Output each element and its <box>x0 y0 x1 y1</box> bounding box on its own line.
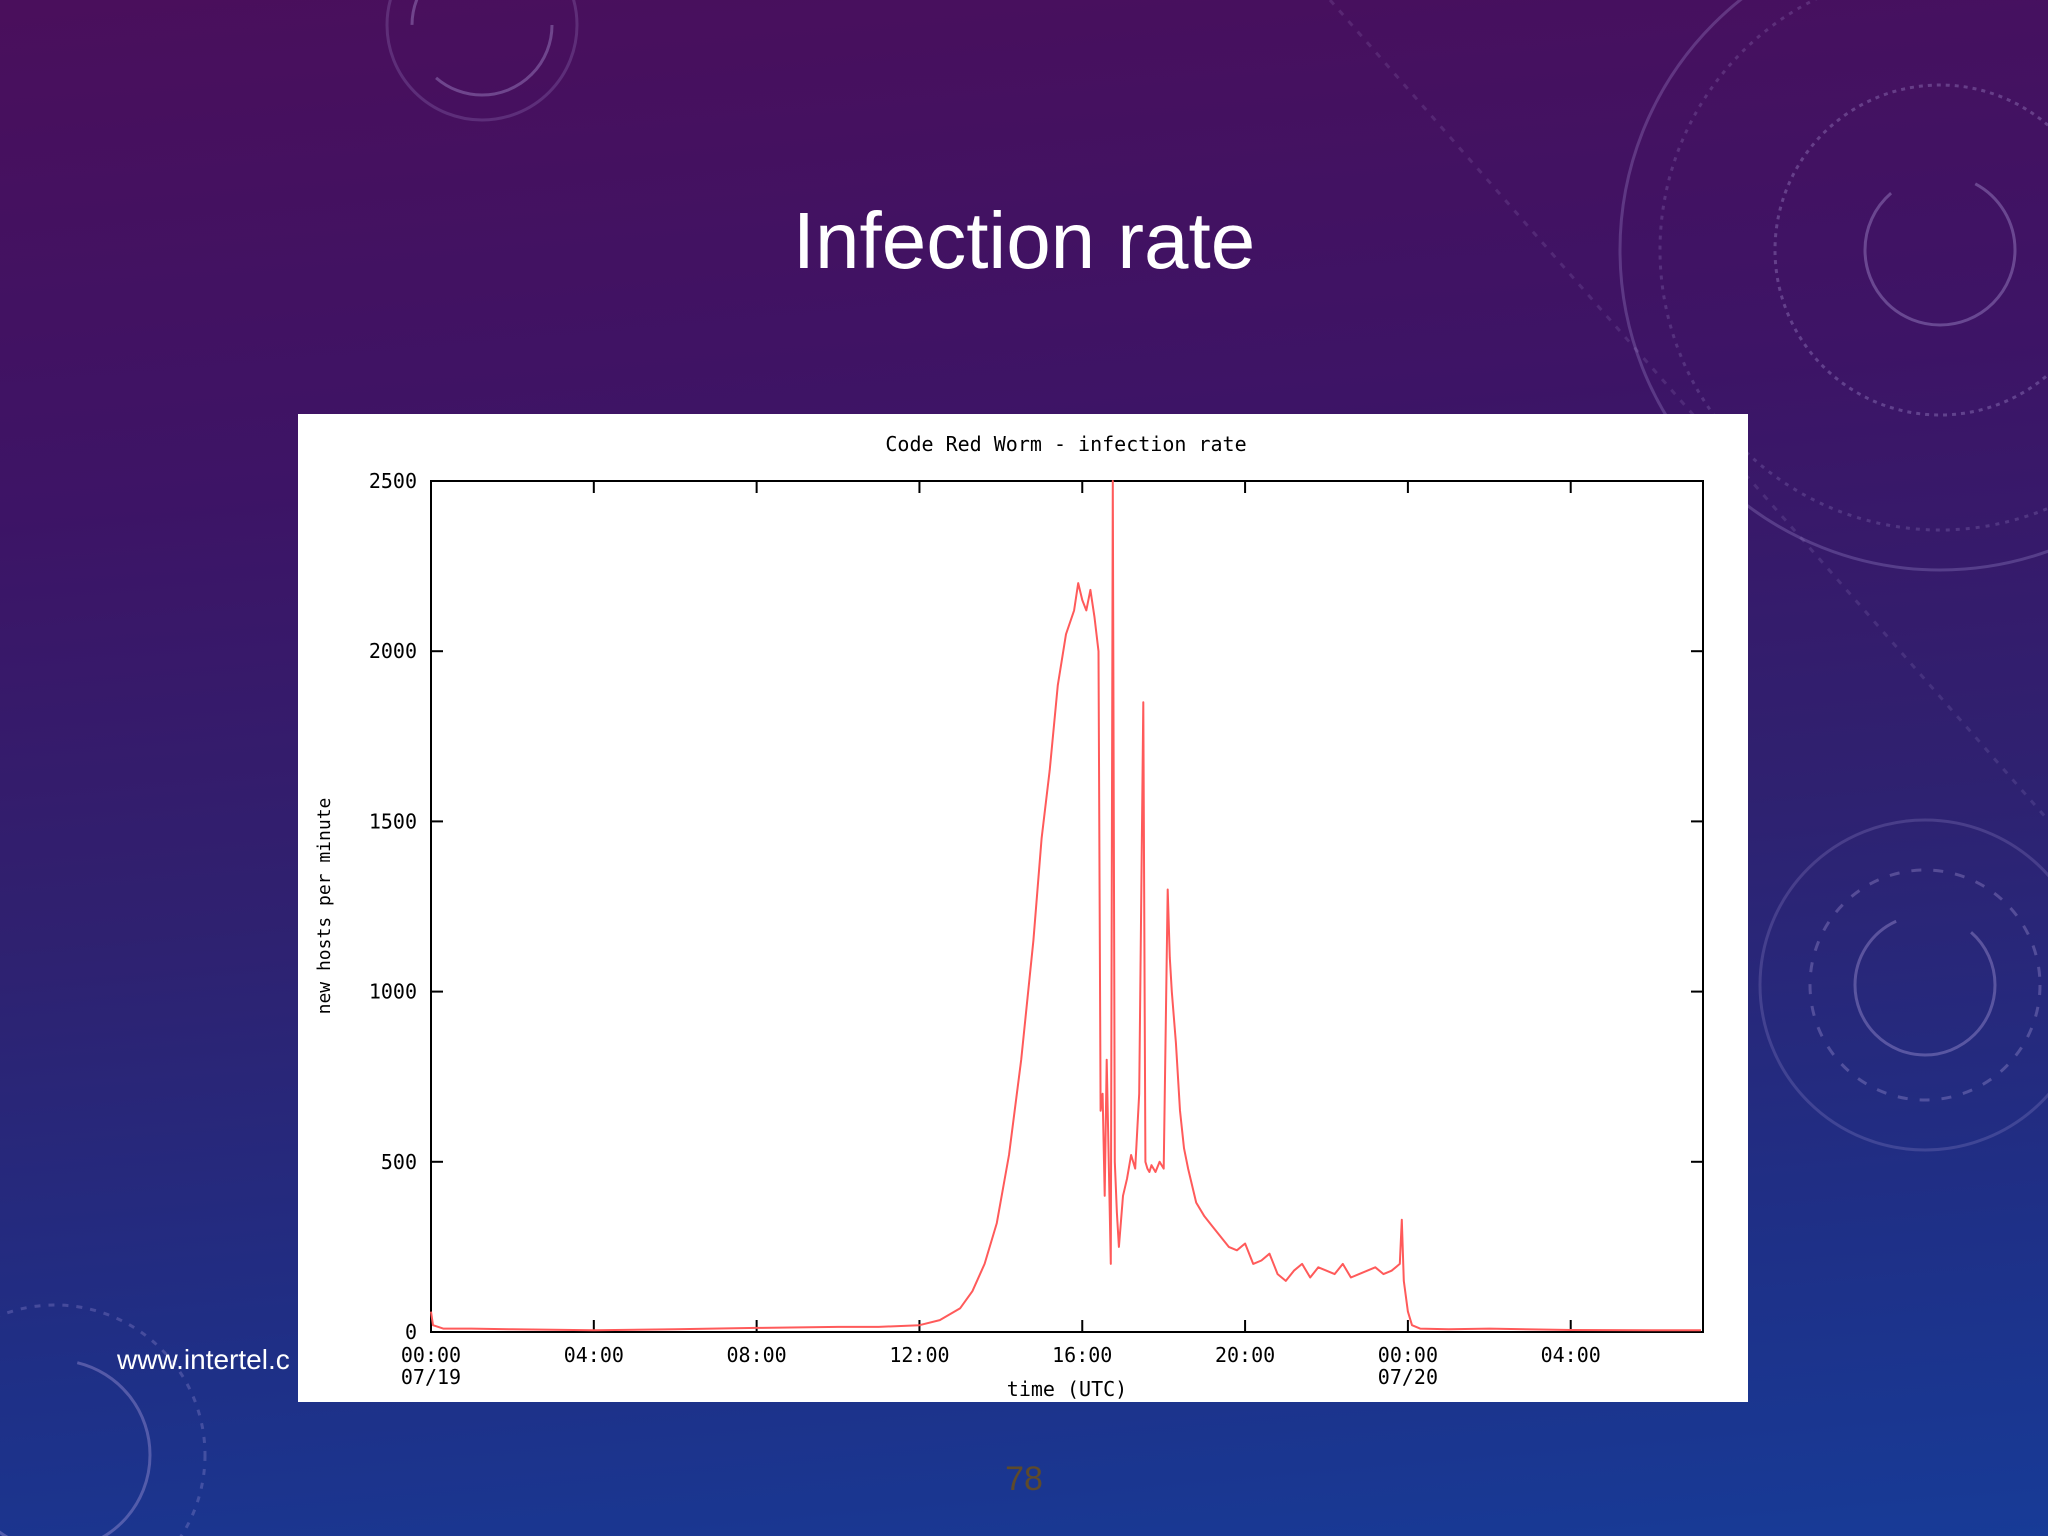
x-tick-label: 00:00 <box>401 1343 461 1367</box>
x-tick-label: 16:00 <box>1052 1343 1112 1367</box>
x-tick-label: 04:00 <box>1541 1343 1601 1367</box>
y-tick-label: 2000 <box>369 639 417 663</box>
y-tick-label: 1500 <box>369 809 417 833</box>
slide-title: Infection rate <box>792 196 1256 285</box>
series-layer <box>430 480 1701 1332</box>
chart-title: Code Red Worm - infection rate <box>885 432 1246 456</box>
x-tick-label: 12:00 <box>889 1343 949 1367</box>
x-tick-label: 08:00 <box>727 1343 787 1367</box>
y-tick-label: 0 <box>405 1320 417 1344</box>
y-axis-label: new hosts per minute <box>314 798 335 1015</box>
y-tick-label: 500 <box>381 1150 417 1174</box>
y-axis: 0 500 1000 1500 2000 2500 <box>369 469 1703 1344</box>
x-tick-label: 20:00 <box>1215 1343 1275 1367</box>
x-tick-label: 04:00 <box>564 1343 624 1367</box>
infection-rate-chart: Code Red Worm - infection rate 0 500 1000 1… <box>314 432 1704 1401</box>
x-axis-label: time (UTC) <box>1007 1377 1127 1401</box>
series-line-infection-rate <box>430 480 1701 1332</box>
page-number: 78 <box>1005 1460 1043 1498</box>
footer-url[interactable]: www.intertel.c <box>117 1344 290 1375</box>
y-tick-label: 1000 <box>369 980 417 1004</box>
plot-frame <box>430 480 1704 1333</box>
chart-panel: Code Red Worm - infection rate 0 500 1000 1… <box>298 414 1748 1402</box>
y-tick-label: 2500 <box>369 469 417 493</box>
x-tick-label: 00:00 <box>1378 1343 1438 1367</box>
x-tick-date-label: 07/20 <box>1378 1365 1438 1389</box>
x-tick-date-label: 07/19 <box>401 1365 461 1389</box>
